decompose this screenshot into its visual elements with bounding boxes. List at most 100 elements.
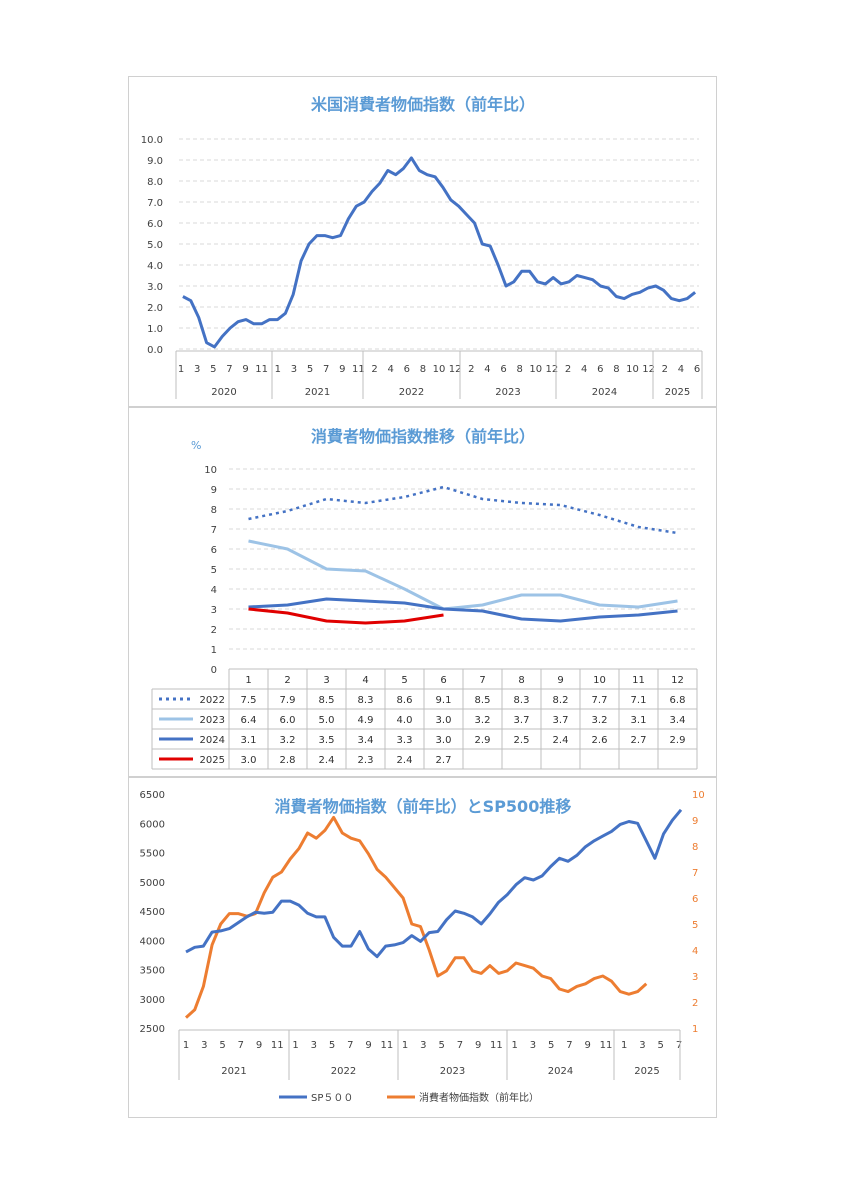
x-month-label: 8: [516, 364, 522, 375]
chart-title: 米国消費者物価指数（前年比）: [311, 95, 535, 114]
data-cell: 9.1: [436, 695, 452, 706]
x-month-label: 3: [530, 1040, 536, 1051]
data-cell: 8.5: [319, 695, 335, 706]
data-cell: 8.3: [514, 695, 530, 706]
x-month-label: 11: [490, 1040, 503, 1051]
y-right-tick-label: 3: [692, 972, 698, 983]
data-cell: 2.9: [670, 735, 686, 746]
y-right-tick-label: 9: [692, 816, 698, 827]
data-cell: 6.8: [670, 695, 686, 706]
category-label: 3: [323, 675, 329, 686]
x-month-label: 3: [639, 1040, 645, 1051]
y-left-tick-label: 3000: [140, 995, 165, 1006]
x-year-label: 2022: [331, 1066, 356, 1077]
x-month-label: 9: [585, 1040, 591, 1051]
x-month-label: 11: [271, 1040, 284, 1051]
x-month-label: 3: [420, 1040, 426, 1051]
y-tick-label: 2: [211, 625, 217, 636]
x-month-label: 6: [694, 364, 700, 375]
series-line-2024: [248, 597, 678, 623]
category-label: 4: [362, 675, 368, 686]
data-cell: 8.3: [358, 695, 374, 706]
data-cell: 2.8: [280, 755, 296, 766]
x-month-label: 1: [183, 1040, 189, 1051]
x-month-label: 7: [323, 364, 329, 375]
y-tick-label: 1: [211, 645, 217, 656]
category-label: 8: [518, 675, 524, 686]
cpi-yoy-chart: 米国消費者物価指数（前年比） 0.0 1.0 2.0 3.0 4.0 5.0 6.0 7.0 8.…: [141, 95, 703, 399]
data-cell: 7.5: [241, 695, 257, 706]
data-cell: 2.7: [631, 735, 647, 746]
x-month-label: 2: [468, 364, 474, 375]
data-cell: 8.6: [397, 695, 413, 706]
cpi-line: [182, 156, 697, 349]
data-cell: 5.0: [319, 715, 335, 726]
x-month-label: 5: [329, 1040, 335, 1051]
data-cell: 2.9: [475, 735, 491, 746]
y-left-tick-label: 4000: [140, 936, 165, 947]
category-label: 6: [440, 675, 446, 686]
x-month-label: 5: [438, 1040, 444, 1051]
cpi-sp500-chart: 消費者物価指数（前年比）とSP500推移25003000350040004500…: [140, 790, 705, 1104]
y-tick-label: 4.0: [147, 261, 163, 272]
x-month-label: 10: [626, 364, 639, 375]
data-cell: 2.3: [358, 755, 374, 766]
data-cell: 3.1: [631, 715, 647, 726]
series-line-2022: [248, 485, 678, 535]
series-line-2025: [248, 607, 444, 625]
x-month-label: 5: [658, 1040, 664, 1051]
y-tick-label: 5.0: [147, 240, 163, 251]
data-cell: 3.4: [358, 735, 374, 746]
x-month-label: 3: [311, 1040, 317, 1051]
x-year-label: 2023: [440, 1066, 465, 1077]
legend-label-cpi: 消費者物価指数（前年比）: [419, 1091, 539, 1104]
data-cell: 7.9: [280, 695, 296, 706]
x-year-label: 2024: [592, 387, 617, 398]
x-month-label: 5: [548, 1040, 554, 1051]
x-month-label: 10: [433, 364, 446, 375]
y-right-tick-label: 2: [692, 998, 698, 1009]
y-tick-label: 0: [211, 665, 217, 676]
x-year-label: 2020: [211, 387, 236, 398]
cpi-yoy-chart-panel: 米国消費者物価指数（前年比） 0.0 1.0 2.0 3.0 4.0 5.0 6.0 7.0 8.…: [128, 76, 717, 407]
x-month-label: 9: [475, 1040, 481, 1051]
x-month-label: 4: [387, 364, 393, 375]
y-tick-label: 8.0: [147, 177, 163, 188]
chart-title: 消費者物価指数推移（前年比）: [311, 427, 535, 446]
data-cell: 3.5: [319, 735, 335, 746]
x-month-label: 2: [662, 364, 668, 375]
x-year-label: 2023: [495, 387, 520, 398]
cpi-trend-chart-panel: 消費者物価指数推移（前年比）% 0 1 2 3 4 5 6 7 8 9 10 1 2 3 4 5 6 7 8 9 10 11…: [128, 407, 717, 777]
x-month-label: 6: [597, 364, 603, 375]
y-tick-label: 5: [211, 565, 217, 576]
x-month-label: 7: [676, 1040, 682, 1051]
data-cell: 7.7: [592, 695, 608, 706]
series-name: 2022: [200, 695, 225, 706]
x-month-label: 9: [256, 1040, 262, 1051]
series-name: 2023: [200, 715, 225, 726]
category-label: 9: [557, 675, 563, 686]
data-cell: 2.7: [436, 755, 452, 766]
category-label: 7: [479, 675, 485, 686]
data-cell: 2.4: [319, 755, 335, 766]
x-month-label: 5: [210, 364, 216, 375]
y-tick-label: 6.0: [147, 219, 163, 230]
category-label: 2: [284, 675, 290, 686]
y-tick-label: 4: [211, 585, 217, 596]
y-right-tick-label: 10: [692, 790, 705, 801]
category-label: 11: [632, 675, 645, 686]
x-month-label: 3: [291, 364, 297, 375]
legend-label-sp500: SP５００: [311, 1093, 353, 1104]
y-tick-label: 9.0: [147, 156, 163, 167]
data-cell: 3.2: [592, 715, 608, 726]
data-cell: 3.7: [514, 715, 530, 726]
data-cell: 3.0: [241, 755, 257, 766]
x-month-label: 1: [402, 1040, 408, 1051]
x-month-label: 2: [565, 364, 571, 375]
data-cell: 3.2: [475, 715, 491, 726]
y-left-tick-label: 4500: [140, 907, 165, 918]
x-month-label: 11: [600, 1040, 613, 1051]
y-tick-label: 2.0: [147, 303, 163, 314]
data-cell: 8.5: [475, 695, 491, 706]
data-cell: 6.4: [241, 715, 257, 726]
